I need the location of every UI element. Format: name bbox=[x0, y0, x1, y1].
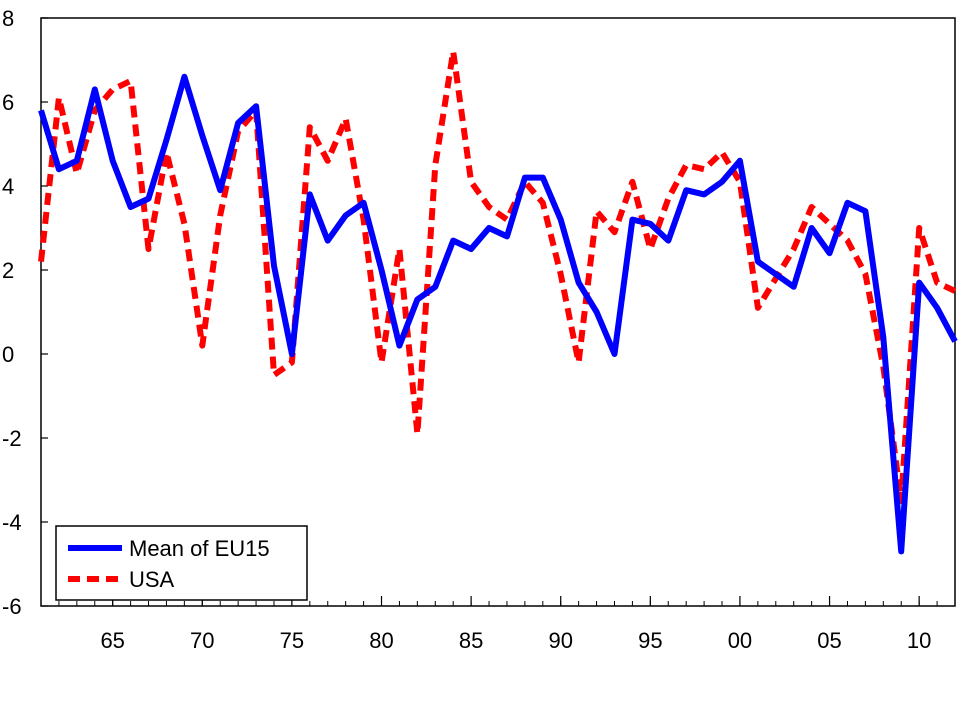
y-tick-label: 6 bbox=[2, 90, 14, 115]
y-tick-label: 0 bbox=[2, 342, 14, 367]
x-tick-label: 70 bbox=[190, 628, 214, 653]
legend-box bbox=[55, 525, 308, 601]
y-tick-label: -4 bbox=[2, 510, 22, 535]
y-tick-label: -6 bbox=[2, 594, 22, 619]
series-line-eu15 bbox=[38, 73, 958, 555]
x-tick-label: 85 bbox=[459, 628, 483, 653]
legend-label-eu15: Mean of EU15 bbox=[129, 536, 270, 561]
series-layer bbox=[38, 48, 958, 555]
x-tick-label: 75 bbox=[280, 628, 304, 653]
y-tick-label: 2 bbox=[2, 258, 14, 283]
y-tick-label: 8 bbox=[2, 6, 14, 31]
x-tick-label: 05 bbox=[817, 628, 841, 653]
legend-label-usa: USA bbox=[129, 567, 175, 592]
y-axis: -6 -4 -2 0 2 4 6 8 bbox=[2, 6, 48, 619]
x-tick-label: 95 bbox=[638, 628, 662, 653]
y-tick-label: -2 bbox=[2, 426, 22, 451]
x-tick-label: 65 bbox=[100, 628, 124, 653]
legend: Mean of EU15 USA bbox=[55, 525, 308, 601]
series-line-usa bbox=[38, 48, 957, 504]
y-tick-label: 4 bbox=[2, 174, 14, 199]
x-tick-label: 80 bbox=[369, 628, 393, 653]
x-tick-label: 00 bbox=[728, 628, 752, 653]
x-tick-label: 10 bbox=[907, 628, 931, 653]
x-tick-label: 90 bbox=[548, 628, 572, 653]
x-axis: 65 70 75 80 85 90 95 00 05 10 bbox=[40, 596, 956, 653]
